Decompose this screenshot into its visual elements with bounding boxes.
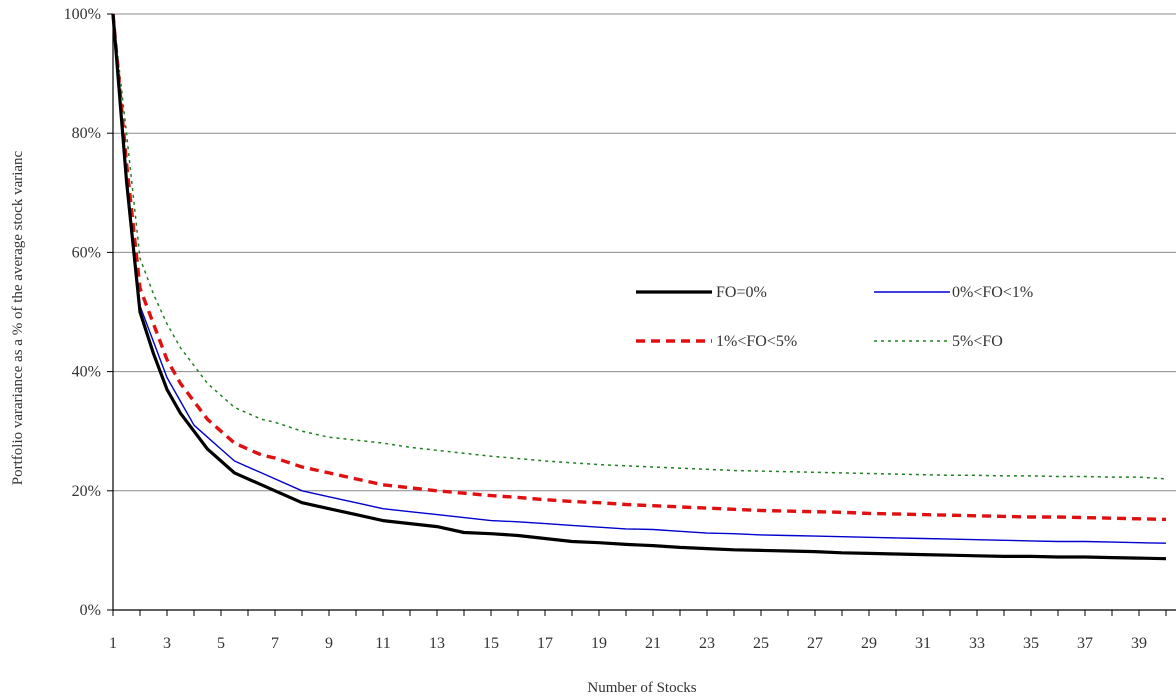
x-tick-labels: 1 3 5 7 9 11 13 15 17 19 21 23 25 27 29 31 33 35 37 39 [109, 635, 1147, 652]
x-tick-label: 23 [699, 635, 715, 652]
legend-label: FO=0% [716, 284, 767, 301]
y-tick-label: 80% [72, 125, 101, 142]
y-axis-title: Portfolio varariance as a % of the avera… [10, 150, 26, 485]
y-tick-label: 40% [72, 364, 101, 381]
x-tick-label: 29 [861, 635, 877, 652]
x-tick-label: 35 [1023, 635, 1039, 652]
x-tick-label: 27 [807, 635, 823, 652]
gridlines [107, 13, 1176, 611]
x-tick-label: 39 [1131, 635, 1147, 652]
x-tick-label: 15 [483, 635, 499, 652]
legend-label: 0%<FO<1% [952, 284, 1033, 301]
y-tick-labels: 0% 20% 40% 60% 80% 100% [64, 6, 101, 619]
x-tick-label: 3 [163, 635, 171, 652]
axes [112, 14, 1176, 616]
x-tick-label: 17 [537, 635, 553, 652]
series-line [112, 13, 1167, 480]
x-tick-label: 33 [969, 635, 985, 652]
x-tick-label: 11 [375, 635, 390, 652]
series-line [111, 13, 1167, 561]
x-tick-label: 37 [1077, 635, 1093, 652]
x-tick-label: 5 [217, 635, 225, 652]
series-line [112, 13, 1167, 544]
x-tick-label: 21 [645, 635, 661, 652]
y-tick-label: 100% [64, 6, 101, 23]
x-tick-label: 7 [271, 635, 279, 652]
y-tick-label: 20% [72, 483, 101, 500]
legend: FO=0% 0%<FO<1% 1%<FO<5% 5%<FO [636, 284, 1033, 350]
series-line [111, 13, 1167, 522]
legend-label: 5%<FO [952, 333, 1003, 350]
series-lines [111, 13, 1167, 561]
x-tick-label: 13 [429, 635, 445, 652]
x-tick-label: 9 [325, 635, 333, 652]
x-tick-label: 19 [591, 635, 607, 652]
legend-label: 1%<FO<5% [716, 333, 797, 350]
x-tick-label: 31 [915, 635, 931, 652]
y-tick-label: 0% [80, 602, 101, 619]
x-axis-title: Number of Stocks [587, 680, 696, 696]
y-tick-label: 60% [72, 244, 101, 261]
x-tick-label: 25 [753, 635, 769, 652]
x-tick-label: 1 [109, 635, 117, 652]
